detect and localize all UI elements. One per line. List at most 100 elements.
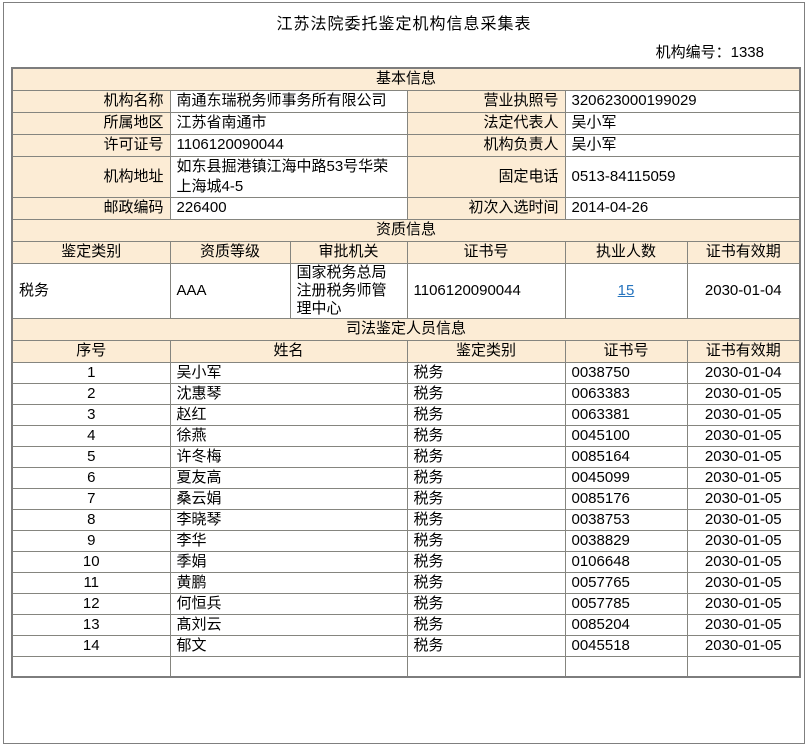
personnel-cell: 0063381: [564, 403, 688, 426]
personnel-cell: [169, 655, 408, 678]
personnel-body: 序号 姓名 鉴定类别 证书号 证书有效期 1 吴小军 税务 0038750 2030-01-04 2…: [11, 339, 801, 678]
field-label: 营业执照号: [406, 89, 566, 113]
field-value: 江苏省南通市: [169, 111, 408, 135]
qualification-header-cell: 证书有效期: [686, 240, 801, 264]
personnel-row: 8 李晓琴 税务 0038753 2030-01-05: [11, 508, 801, 531]
personnel-cell: 李华: [169, 529, 408, 552]
practitioner-count-link[interactable]: 15: [617, 281, 635, 299]
qualification-cell: 国家税务总局注册税务师管理中心: [289, 262, 408, 319]
personnel-cell: 5: [11, 445, 171, 468]
basic-info-row: 邮政编码 226400 初次入选时间 2014-04-26: [11, 196, 801, 220]
personnel-cell: 徐燕: [169, 424, 408, 447]
field-value: 吴小军: [564, 133, 801, 157]
personnel-cell: 0085164: [564, 445, 688, 468]
personnel-cell: 12: [11, 592, 171, 615]
personnel-row: 1 吴小军 税务 0038750 2030-01-04: [11, 361, 801, 384]
qualification-body: 鉴定类别 资质等级 审批机关 证书号 执业人数 证书有效期 税务 AAA 国家税务总局注册税务师…: [11, 240, 801, 319]
org-code: 机构编号：1338: [4, 34, 804, 67]
personnel-cell: 沈惠琴: [169, 382, 408, 405]
personnel-cell: 2030-01-04: [686, 361, 801, 384]
field-label: 所属地区: [11, 111, 171, 135]
field-label: 法定代表人: [406, 111, 566, 135]
personnel-cell: [406, 655, 566, 678]
personnel-cell: 税务: [406, 592, 566, 615]
personnel-header-cell: 证书号: [564, 339, 688, 363]
personnel-cell: 9: [11, 529, 171, 552]
personnel-cell: 0085176: [564, 487, 688, 510]
personnel-header-cell: 序号: [11, 339, 171, 363]
personnel-row: 5 许冬梅 税务 0085164 2030-01-05: [11, 445, 801, 468]
personnel-cell: 李晓琴: [169, 508, 408, 531]
basic-info-row: 许可证号 1106120090044 机构负责人 吴小军: [11, 133, 801, 157]
personnel-cell: [11, 655, 171, 678]
personnel-cell: 郁文: [169, 634, 408, 657]
personnel-cell: 许冬梅: [169, 445, 408, 468]
personnel-cell: 0106648: [564, 550, 688, 573]
personnel-cell: 何恒兵: [169, 592, 408, 615]
field-value: 吴小军: [564, 111, 801, 135]
personnel-cell: 2: [11, 382, 171, 405]
basic-info-body: 机构名称 南通东瑞税务师事务所有限公司 营业执照号 320623000199029 所属…: [11, 89, 801, 220]
field-label: 机构负责人: [406, 133, 566, 157]
field-value: 320623000199029: [564, 89, 801, 113]
personnel-cell: 税务: [406, 613, 566, 636]
personnel-cell: 黄鹏: [169, 571, 408, 594]
personnel-cell: 税务: [406, 487, 566, 510]
section-row-basic: 基本信息: [11, 67, 801, 91]
qualification-header-row: 鉴定类别 资质等级 审批机关 证书号 执业人数 证书有效期: [11, 240, 801, 264]
personnel-row-clipped: [11, 655, 801, 678]
qualification-header-cell: 鉴定类别: [11, 240, 171, 264]
qualification-cell: 2030-01-04: [686, 262, 801, 319]
org-code-value: 1338: [730, 44, 764, 61]
section-header-basic-info: 基本信息: [11, 67, 801, 91]
personnel-row: 12 何恒兵 税务 0057785 2030-01-05: [11, 592, 801, 615]
personnel-cell: 税务: [406, 466, 566, 489]
personnel-cell: 11: [11, 571, 171, 594]
personnel-cell: 0038829: [564, 529, 688, 552]
personnel-cell: 税务: [406, 361, 566, 384]
personnel-cell: 0057765: [564, 571, 688, 594]
qualification-header-cell: 证书号: [406, 240, 566, 264]
personnel-row: 3 赵红 税务 0063381 2030-01-05: [11, 403, 801, 426]
personnel-cell: 税务: [406, 508, 566, 531]
page-title: 江苏法院委托鉴定机构信息采集表: [276, 16, 532, 33]
personnel-cell: 2030-01-05: [686, 571, 801, 594]
basic-info-row: 所属地区 江苏省南通市 法定代表人 吴小军: [11, 111, 801, 135]
org-code-label: 机构编号：: [655, 44, 731, 61]
personnel-cell: 2030-01-05: [686, 508, 801, 531]
personnel-cell: 税务: [406, 550, 566, 573]
personnel-cell: 2030-01-05: [686, 529, 801, 552]
personnel-cell: 1: [11, 361, 171, 384]
qualification-row: 税务 AAA 国家税务总局注册税务师管理中心 1106120090044 15 2030-…: [11, 262, 801, 319]
personnel-cell: 2030-01-05: [686, 424, 801, 447]
field-label: 机构名称: [11, 89, 171, 113]
basic-info-row: 机构地址 如东县掘港镇江海中路53号华荣上海城4-5 固定电话 0513-841150…: [11, 155, 801, 198]
field-label: 机构地址: [11, 155, 171, 198]
personnel-cell: 夏友高: [169, 466, 408, 489]
personnel-header-row: 序号 姓名 鉴定类别 证书号 证书有效期: [11, 339, 801, 363]
personnel-cell: 8: [11, 508, 171, 531]
field-label: 许可证号: [11, 133, 171, 157]
personnel-cell: 2030-01-05: [686, 466, 801, 489]
field-label: 固定电话: [406, 155, 566, 198]
personnel-cell: 2030-01-05: [686, 550, 801, 573]
section-row-qualification: 资质信息: [11, 218, 801, 242]
personnel-row: 10 季娟 税务 0106648 2030-01-05: [11, 550, 801, 573]
personnel-cell: 0038753: [564, 508, 688, 531]
field-value: 1106120090044: [169, 133, 408, 157]
personnel-header-cell: 鉴定类别: [406, 339, 566, 363]
personnel-cell: 税务: [406, 634, 566, 657]
personnel-cell: 税务: [406, 424, 566, 447]
personnel-row: 14 郁文 税务 0045518 2030-01-05: [11, 634, 801, 657]
field-value: 0513-84115059: [564, 155, 801, 198]
qualification-header-cell: 执业人数: [564, 240, 688, 264]
field-value: 南通东瑞税务师事务所有限公司: [169, 89, 408, 113]
personnel-cell: 0045100: [564, 424, 688, 447]
personnel-row: 9 李华 税务 0038829 2030-01-05: [11, 529, 801, 552]
form-page: 江苏法院委托鉴定机构信息采集表 机构编号：1338 基本信息 机构名称 南通东瑞税…: [3, 2, 805, 744]
personnel-row: 7 桑云娟 税务 0085176 2030-01-05: [11, 487, 801, 510]
personnel-cell: 税务: [406, 403, 566, 426]
personnel-cell: 10: [11, 550, 171, 573]
qualification-header-cell: 资质等级: [169, 240, 291, 264]
personnel-header-cell: 证书有效期: [686, 339, 801, 363]
